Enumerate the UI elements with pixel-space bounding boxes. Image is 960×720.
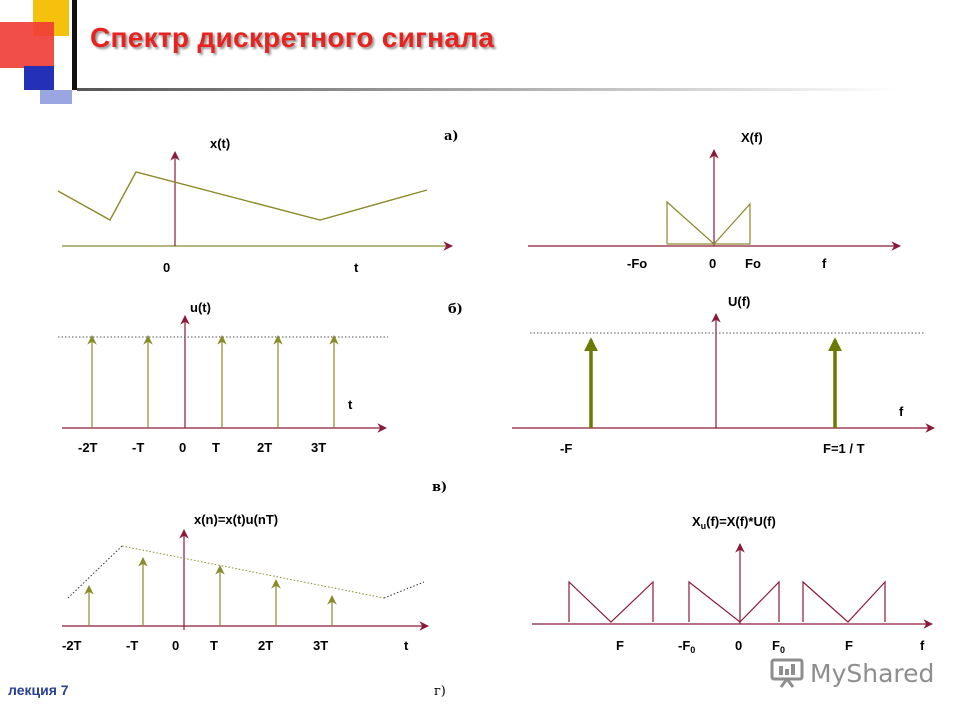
Xf-tick-Fo: Fo (745, 256, 761, 271)
Xuf-replica-right (802, 580, 886, 623)
xn-tick: -2T (62, 638, 82, 653)
watermark: MyShared (770, 656, 934, 690)
xn-tick: -T (126, 638, 138, 653)
xn-envelope-left (67, 545, 123, 599)
Xf-spectrum (666, 200, 751, 245)
xn-tick: 2T (258, 638, 273, 653)
Xuf-replica-center (688, 580, 780, 623)
Xuf-replica-left (568, 580, 654, 623)
plot-ut: u(t) t -2T -T 0 T 2T 3T (58, 300, 388, 455)
plot-Xf: X(f) -Fo 0 Fo f (528, 130, 901, 271)
header-underline (77, 88, 897, 91)
Uf-f-label: f (899, 404, 904, 419)
plot-xn: x(n)=x(t)u(nT) -2T -T 0 T 2T 3T t (62, 512, 429, 653)
ut-t-label: t (348, 397, 353, 412)
presentation-icon (770, 658, 804, 688)
light-blue-square (40, 90, 72, 104)
Xuf-tick-minus-F0: -F0 (678, 638, 695, 655)
ut-tick: 3T (311, 440, 326, 455)
watermark-text: MyShared (810, 658, 935, 688)
Xuf-tick-f: f (920, 638, 925, 653)
plot-xt: x(t) 0 t (57, 136, 453, 275)
xn-envelope-right (383, 581, 425, 599)
lecture-label: лекция 7 (8, 682, 69, 698)
xt-t-label: t (354, 260, 359, 275)
xt-origin-label: 0 (163, 260, 170, 275)
ut-label: u(t) (190, 300, 211, 315)
ut-tick: 0 (179, 440, 186, 455)
plot-Xuf: Xu(f)=X(f)*U(f) F -F0 0 F0 F f (532, 514, 933, 655)
Xuf-tick-F0: F0 (772, 638, 785, 655)
caption-a: а) (444, 129, 459, 144)
Uf-label: U(f) (728, 294, 750, 309)
xn-tick: 0 (172, 638, 179, 653)
Xuf-tick-zero: 0 (735, 638, 742, 653)
ut-tick: -T (132, 440, 144, 455)
slide-title: Спектр дискретного сигнала (90, 22, 495, 53)
Uf-tick-F: F=1 / T (823, 441, 865, 456)
caption-b: б) (448, 302, 463, 317)
xn-envelope-mid (121, 545, 385, 599)
caption-c: в) (432, 480, 447, 495)
ut-tick: -2T (78, 440, 98, 455)
Xf-label: X(f) (741, 130, 763, 145)
Xf-tick-minus-Fo: -Fo (627, 256, 647, 271)
Xuf-tick-F-left: F (616, 638, 624, 653)
xn-label: x(n)=x(t)u(nT) (194, 512, 278, 527)
ut-tick: T (212, 440, 220, 455)
blue-square (24, 66, 54, 90)
plot-Uf: U(f) f -F F=1 / T (512, 294, 935, 456)
xn-tick: t (404, 638, 409, 653)
Xf-tick-f: f (822, 256, 827, 271)
caption-d: г) (434, 684, 446, 699)
xn-tick: T (210, 638, 218, 653)
xt-signal-curve (57, 171, 428, 221)
ut-tick: 2T (257, 440, 272, 455)
xn-tick: 3T (313, 638, 328, 653)
red-square (0, 22, 54, 68)
Uf-tick-minus-F: -F (560, 441, 572, 456)
header-decoration (0, 0, 897, 104)
Xuf-label: Xu(f)=X(f)*U(f) (692, 514, 776, 531)
header-vertical-bar (72, 0, 77, 90)
Xf-tick-zero: 0 (709, 256, 716, 271)
xt-label: x(t) (210, 136, 230, 151)
Xuf-tick-F-right: F (845, 638, 853, 653)
